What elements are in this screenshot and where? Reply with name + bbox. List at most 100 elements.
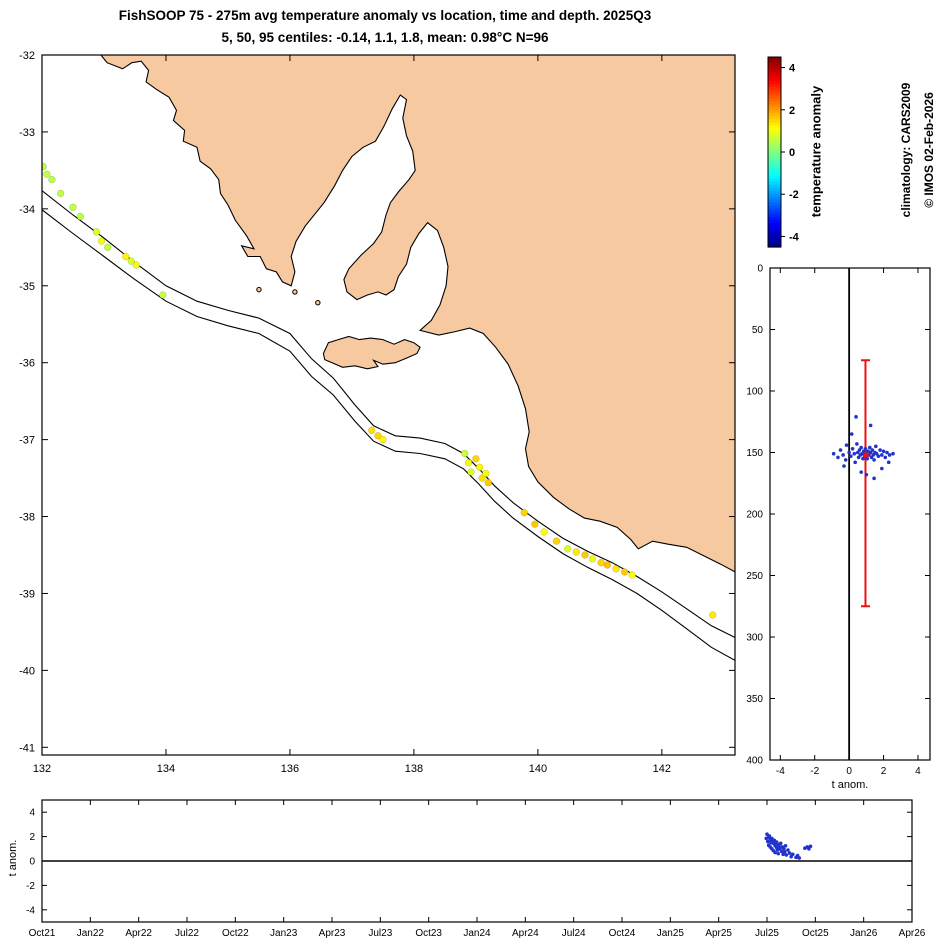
depth-profile-panel: -4 -2 0 2 4 0 50 100 150 200 250 300 350 400 xyxy=(746,264,931,777)
depth-scatter-point xyxy=(854,415,858,419)
time-xtick-label: Oct21 xyxy=(29,928,56,939)
depth-mean-marker xyxy=(863,452,869,458)
map-observation-point xyxy=(104,243,112,251)
colorbar-tick-label: 2 xyxy=(789,105,795,117)
map-observation-point xyxy=(467,468,475,476)
map-observation-point xyxy=(552,537,561,545)
map-observation-point xyxy=(132,261,140,269)
depth-xaxis-label: t anom. xyxy=(831,779,869,791)
depth-ytick-label: 0 xyxy=(757,264,763,275)
colorbar-label: temperature anomaly xyxy=(808,85,824,218)
map-observation-point xyxy=(379,435,387,444)
time-scatter-point xyxy=(767,834,772,838)
time-xtick-label: Apr25 xyxy=(705,928,732,939)
time-scatter-point xyxy=(784,853,789,857)
depth-scatter-point xyxy=(863,447,868,451)
time-ytick-label: -4 xyxy=(26,905,35,916)
depth-scatter-point xyxy=(836,455,840,460)
time-xtick-label: Jul24 xyxy=(562,928,586,939)
depth-xtick-label: 2 xyxy=(881,766,887,777)
map-observation-point xyxy=(478,474,486,482)
depth-scatter-point xyxy=(868,423,873,428)
map-observation-point xyxy=(628,571,636,579)
depth-scatter-point xyxy=(849,454,853,458)
time-ytick-label: 0 xyxy=(29,857,35,868)
map-xtick-label: 134 xyxy=(157,763,175,775)
map-observation-point xyxy=(531,520,539,528)
time-scatter-point xyxy=(778,841,783,846)
map-observation-point xyxy=(368,426,376,435)
time-scatter-point xyxy=(808,844,813,849)
depth-ytick-label: 350 xyxy=(746,694,763,705)
depth-scatter-point xyxy=(853,460,857,465)
map-observation-point xyxy=(588,555,597,563)
map-observation-point xyxy=(621,568,629,576)
time-xtick-label: Apr24 xyxy=(512,928,539,939)
map-observation-point xyxy=(76,212,85,221)
map-observation-point xyxy=(42,162,47,171)
map-observation-point xyxy=(563,545,572,553)
depth-scatter-point xyxy=(872,458,876,462)
map-ytick-label: -34 xyxy=(19,204,35,216)
map-ytick-label: -40 xyxy=(19,665,35,677)
map-observation-point xyxy=(56,189,65,198)
map-observation-point xyxy=(472,455,480,463)
depth-scatter-point xyxy=(881,449,886,454)
colorbar-tick-label: -4 xyxy=(789,231,800,243)
depth-scatter-point xyxy=(847,450,851,455)
time-yaxis-label: t anom. xyxy=(7,839,19,877)
depth-ytick-label: 150 xyxy=(746,448,763,459)
time-scatter-point xyxy=(786,848,790,852)
depth-scatter-point xyxy=(844,443,849,447)
map-observation-point xyxy=(374,432,382,440)
bathymetry-contour xyxy=(42,209,735,661)
time-scatter-point xyxy=(782,850,787,854)
map-observation-point xyxy=(603,561,611,569)
depth-scatter-point xyxy=(841,453,845,457)
map-land-mainland xyxy=(100,55,735,573)
map-observation-point xyxy=(540,528,548,536)
depth-scatter-point xyxy=(859,445,863,450)
depth-ytick-label: 250 xyxy=(746,571,763,582)
time-xtick-label: Jul23 xyxy=(368,928,392,939)
map-islet xyxy=(315,299,321,306)
time-xtick-label: Oct24 xyxy=(609,928,636,939)
time-scatter-point xyxy=(787,851,792,855)
map-observation-point xyxy=(520,509,528,517)
map-land-kangaroo-island xyxy=(322,335,421,370)
depth-scatter-point xyxy=(842,464,846,468)
depth-ytick-label: 400 xyxy=(746,756,763,767)
map-frame xyxy=(41,54,736,756)
map-observation-point xyxy=(48,175,56,184)
map-observation-point xyxy=(127,257,135,265)
time-xtick-label: Oct23 xyxy=(415,928,442,939)
map-ytick-label: -36 xyxy=(19,358,35,370)
time-xtick-label: Apr22 xyxy=(125,928,152,939)
time-xtick-label: Jan22 xyxy=(77,928,105,939)
climatology-note: climatology: CARS2009 xyxy=(899,82,913,218)
time-ytick-label: 2 xyxy=(29,832,35,843)
depth-scatter-point xyxy=(880,453,884,457)
depth-scatter-point xyxy=(883,455,888,460)
map-xtick-label: 140 xyxy=(529,763,547,775)
map-observation-point xyxy=(612,565,620,573)
time-scatter-point xyxy=(782,847,786,851)
depth-scatter-point xyxy=(887,453,892,457)
time-scatter-point xyxy=(773,850,777,855)
map-xtick-label: 132 xyxy=(33,763,51,775)
depth-scatter-point xyxy=(852,451,857,456)
colorbar-tick-label: 0 xyxy=(789,147,795,159)
time-xtick-label: Jan23 xyxy=(270,928,298,939)
colorbar-tick-label: -2 xyxy=(789,189,799,201)
time-xtick-label: Oct22 xyxy=(222,928,249,939)
depth-scatter-point xyxy=(849,432,854,436)
depth-scatter-point xyxy=(885,450,889,455)
map-islet xyxy=(256,286,262,293)
map-xtick-label: 142 xyxy=(653,763,671,775)
depth-xtick-label: -2 xyxy=(810,766,819,777)
map-ytick-label: -39 xyxy=(19,588,35,600)
depth-scatter-point xyxy=(886,460,891,465)
map-observation-point xyxy=(122,252,130,261)
time-series-panel: Oct21 Jan22 Apr22 Jul22 Oct22 Jan23 Apr23 Jul23… xyxy=(26,799,926,939)
time-xtick-label: Apr23 xyxy=(319,928,346,939)
